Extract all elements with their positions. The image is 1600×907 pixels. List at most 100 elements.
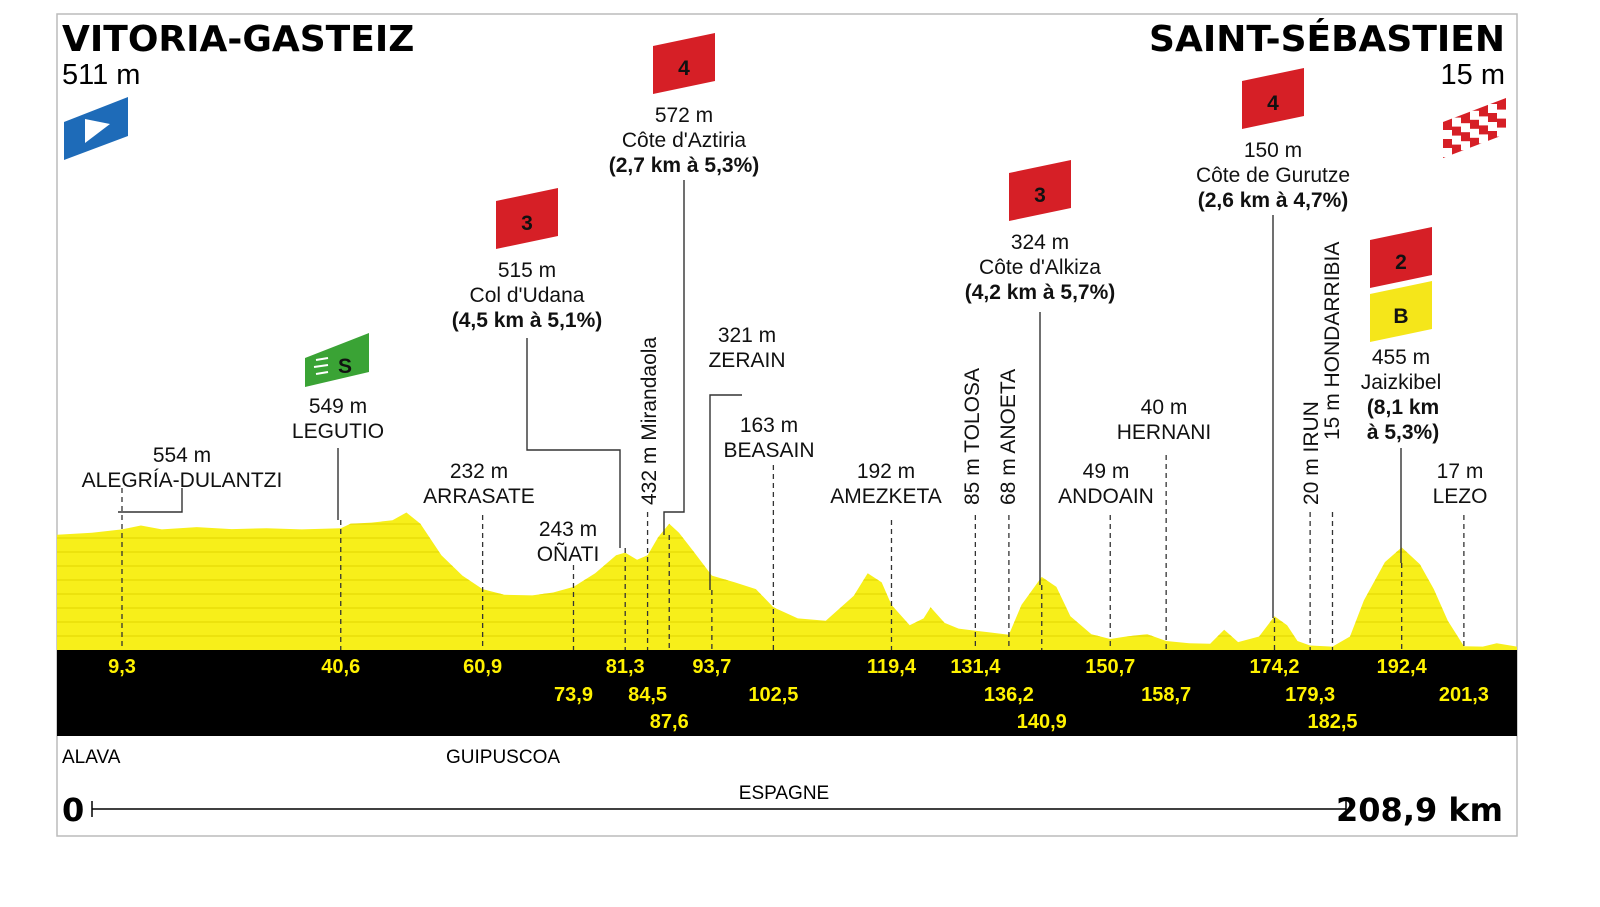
chart-frame	[56, 13, 1518, 837]
finish-flag-check	[1497, 127, 1506, 137]
finish-flag-check	[1461, 123, 1470, 133]
waypoint-name: BEASAIN	[723, 439, 814, 462]
waypoint-altitude: 554 m	[153, 444, 211, 467]
waypoint-altitude: 192 m	[857, 460, 915, 483]
climb-info: (8,1 km	[1367, 396, 1439, 419]
finish-flag-check	[1461, 141, 1470, 151]
km-label: 201,3	[1439, 684, 1489, 706]
km-label: 87,6	[650, 711, 689, 733]
finish-flag-check	[1479, 134, 1488, 144]
km-label: 40,6	[321, 656, 360, 678]
climb-info: (4,2 km à 5,7%)	[965, 281, 1116, 304]
sprint-icon: S	[305, 333, 369, 387]
waypoint-altitude: 572 m	[655, 104, 713, 127]
waypoint-name: LEGUTIO	[292, 420, 384, 443]
km-label: 174,2	[1249, 656, 1299, 678]
km-label: 140,9	[1017, 711, 1067, 733]
sprint-icon-line	[313, 364, 329, 368]
waypoint-name: Côte d'Aztiria	[622, 129, 747, 152]
waypoint-name: AMEZKETA	[830, 485, 942, 508]
waypoint-altitude: 17 m	[1437, 460, 1484, 483]
finish-altitude: 15 m	[1441, 59, 1505, 91]
start-altitude: 511 m	[62, 59, 140, 91]
km-label: 102,5	[748, 684, 798, 706]
km-label: 60,9	[463, 656, 502, 678]
waypoint-name: ANDOAIN	[1058, 485, 1154, 508]
finish-city: SAINT-SÉBASTIEN	[1149, 18, 1505, 60]
waypoint-altitude: 324 m	[1011, 231, 1069, 254]
category-3-climb-icon: 3	[1009, 160, 1071, 221]
category-4-climb-icon: 4	[653, 33, 715, 94]
start-city: VITORIA-GASTEIZ	[62, 19, 414, 60]
km-labels: 9,3 40,6 60,9 73,9 81,3 84,5 87,6 93,7 102,5 119,…	[108, 656, 1489, 733]
waypoint-altitude: 515 m	[498, 259, 556, 282]
finish-flag-check	[1470, 110, 1479, 120]
waypoint-altitude: 150 m	[1244, 139, 1302, 162]
waypoint-altitude: 549 m	[309, 395, 367, 418]
waypoint-name: LEZO	[1433, 485, 1488, 508]
waypoint-altitude: 232 m	[450, 460, 508, 483]
finish-flag-check	[1470, 128, 1479, 138]
leader-line	[526, 338, 621, 548]
climb-info: (2,6 km à 4,7%)	[1198, 189, 1349, 212]
km-label: 192,4	[1377, 656, 1428, 678]
leader-line	[118, 488, 183, 513]
waypoint-name: Jaizkibel	[1361, 371, 1442, 394]
km-label: 81,3	[606, 656, 645, 678]
finish-flag-check	[1452, 117, 1461, 127]
km-label: 73,9	[554, 684, 593, 706]
vertical-waypoint-label: 68 m ANOETA	[997, 369, 1020, 505]
leader-line	[709, 394, 742, 590]
km-label: 150,7	[1085, 656, 1135, 678]
km-label: 158,7	[1141, 684, 1191, 706]
finish-flag-check	[1497, 109, 1506, 119]
elevation-profile	[57, 512, 1517, 650]
climb-info: (2,7 km à 5,3%)	[609, 154, 760, 177]
bonus-icon: B	[1370, 281, 1432, 342]
vertical-waypoint-label: 85 m TOLOSA	[961, 368, 984, 505]
category-4-climb-icon-shape	[653, 33, 715, 94]
region-alava: ALAVA	[62, 747, 121, 768]
km-label: 131,4	[950, 656, 1001, 678]
finish-flag-check	[1488, 122, 1497, 131]
category-3-climb-icon-shape	[496, 188, 558, 249]
distance-total: 208,9 km	[1336, 791, 1503, 829]
waypoint-altitude: 321 m	[718, 324, 776, 347]
category-4-climb-icon-shape	[1242, 68, 1304, 129]
waypoint-altitude: 163 m	[740, 414, 798, 437]
country-label: ESPAGNE	[739, 783, 829, 804]
climb-info: (4,5 km à 5,1%)	[452, 309, 603, 332]
km-label: 84,5	[628, 684, 667, 706]
waypoint-name: ARRASATE	[423, 485, 535, 508]
leader-line	[663, 180, 685, 535]
finish-flag-check	[1443, 130, 1452, 139]
finish-flag-icon	[1443, 98, 1506, 158]
waypoint-name: HERNANI	[1117, 421, 1212, 444]
category-3-climb-icon-shape	[1009, 160, 1071, 221]
waypoint-altitude: 243 m	[539, 518, 597, 541]
distance-start: 0	[62, 791, 84, 829]
start-flag-icon	[64, 97, 128, 160]
waypoint-name: OÑATI	[537, 542, 600, 566]
waypoint-altitude: 455 m	[1372, 346, 1430, 369]
waypoint-name: ZERAIN	[708, 349, 785, 372]
waypoint-name: Côte d'Alkiza	[979, 256, 1101, 279]
sprint-icon-letter: S	[338, 355, 352, 378]
category-3-climb-icon: 3	[496, 188, 558, 249]
category-2-climb-icon-text: 2	[1395, 251, 1407, 274]
category-4-climb-icon-text: 4	[1267, 92, 1279, 115]
category-4-climb-icon-text: 4	[678, 57, 690, 80]
category-4-climb-icon: 4	[1242, 68, 1304, 129]
category-3-climb-icon-text: 3	[1034, 184, 1046, 207]
waypoint-name: ALEGRÍA-DULANTZI	[82, 469, 283, 492]
waypoint-altitude: 49 m	[1083, 460, 1130, 483]
finish-flag-check	[1443, 148, 1452, 157]
km-label: 9,3	[108, 656, 136, 678]
km-band	[57, 650, 1517, 736]
km-label: 179,3	[1285, 684, 1335, 706]
region-guipuscoa: GUIPUSCOA	[446, 747, 560, 768]
vertical-waypoint-label: 20 m IRUN	[1300, 401, 1323, 505]
